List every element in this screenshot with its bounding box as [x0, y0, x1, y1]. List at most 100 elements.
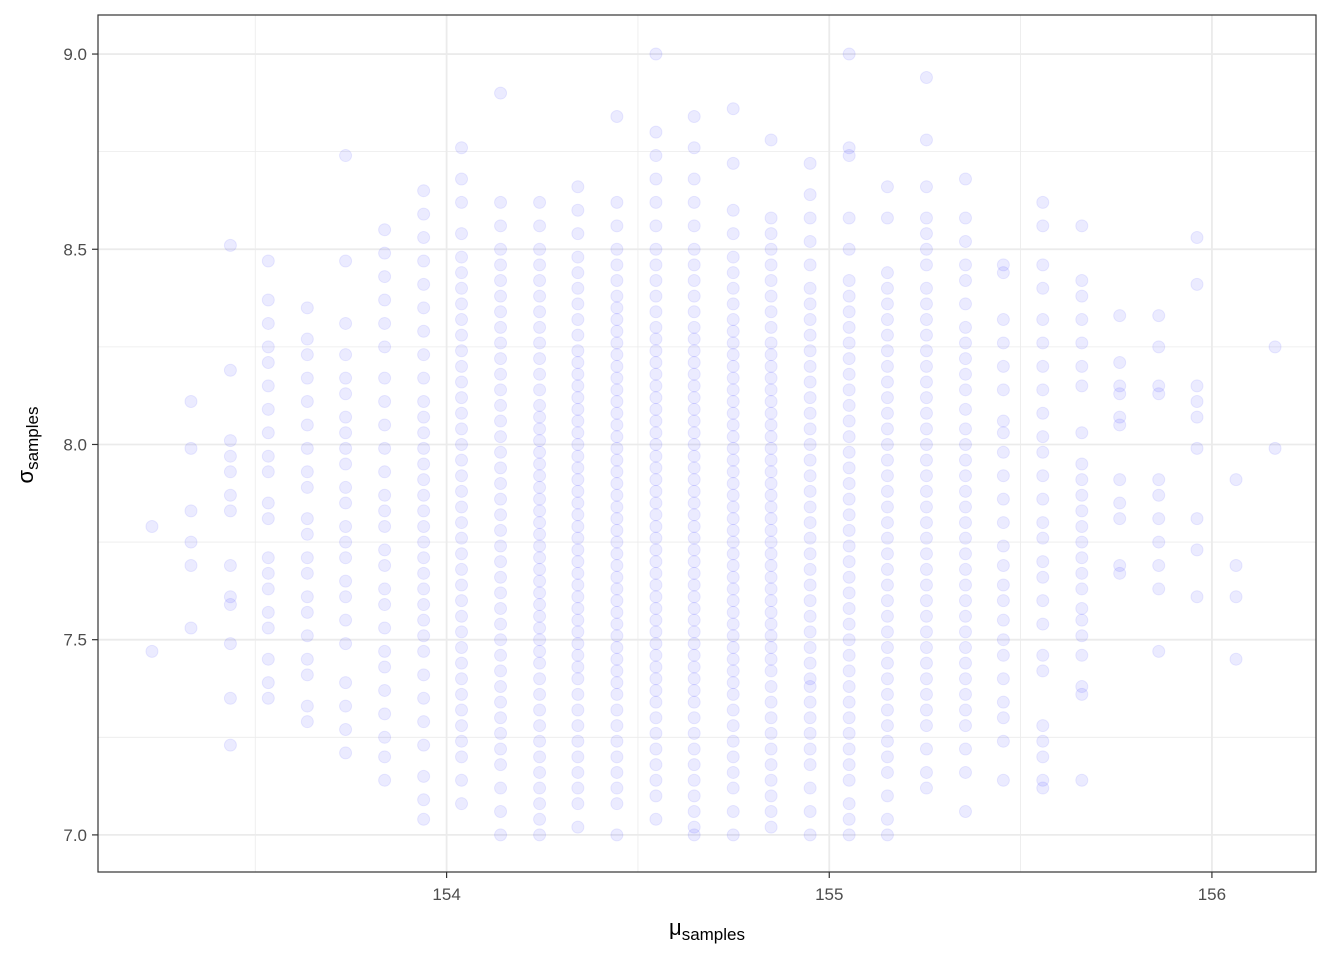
point	[803, 742, 817, 756]
point	[610, 383, 624, 397]
point	[649, 332, 663, 346]
point	[842, 273, 856, 287]
point	[1036, 531, 1050, 545]
point	[571, 355, 585, 369]
point	[958, 352, 972, 366]
point	[1113, 473, 1127, 487]
point	[455, 359, 469, 373]
point	[919, 70, 933, 84]
point	[880, 547, 894, 561]
point	[649, 578, 663, 592]
point	[300, 371, 314, 385]
point	[533, 480, 547, 494]
point	[533, 562, 547, 576]
point	[571, 344, 585, 358]
point	[378, 543, 392, 557]
point	[1036, 781, 1050, 795]
point	[726, 406, 740, 420]
point	[145, 644, 159, 658]
point	[417, 812, 431, 826]
point	[842, 555, 856, 569]
point	[726, 617, 740, 631]
point	[919, 227, 933, 241]
point	[223, 590, 237, 604]
point	[261, 465, 275, 479]
point	[687, 637, 701, 651]
point	[610, 617, 624, 631]
point	[880, 625, 894, 639]
point	[1190, 543, 1204, 557]
point	[378, 660, 392, 674]
point	[958, 703, 972, 717]
y-tick-label: 8.5	[63, 240, 87, 259]
point	[417, 598, 431, 612]
point	[687, 773, 701, 787]
point	[803, 188, 817, 202]
point	[842, 211, 856, 225]
point	[958, 484, 972, 498]
point	[494, 617, 508, 631]
point	[1152, 309, 1166, 323]
point	[533, 258, 547, 272]
point	[533, 504, 547, 518]
point	[417, 668, 431, 682]
point	[1075, 313, 1089, 327]
point	[1075, 504, 1089, 518]
point	[842, 461, 856, 475]
point	[996, 734, 1010, 748]
point	[958, 453, 972, 467]
point	[958, 562, 972, 576]
point	[726, 523, 740, 537]
point	[764, 535, 778, 549]
point	[494, 781, 508, 795]
point	[880, 687, 894, 701]
point	[919, 453, 933, 467]
point	[610, 453, 624, 467]
point	[880, 703, 894, 717]
point	[649, 172, 663, 186]
point	[764, 465, 778, 479]
point	[803, 804, 817, 818]
point	[649, 637, 663, 651]
point	[880, 281, 894, 295]
point	[1036, 555, 1050, 569]
point	[1190, 410, 1204, 424]
point	[1113, 566, 1127, 580]
point	[958, 719, 972, 733]
y-tick-label: 8.0	[63, 435, 87, 454]
point	[764, 336, 778, 350]
point	[494, 758, 508, 772]
point	[1152, 488, 1166, 502]
point	[649, 590, 663, 604]
y-tick-label: 7.5	[63, 631, 87, 650]
point	[223, 691, 237, 705]
point	[842, 539, 856, 553]
point	[919, 625, 933, 639]
point	[1036, 469, 1050, 483]
point	[1229, 652, 1243, 666]
point	[533, 781, 547, 795]
point	[687, 625, 701, 639]
point	[1075, 648, 1089, 662]
point	[261, 340, 275, 354]
point	[842, 633, 856, 647]
grid	[98, 15, 1316, 872]
point	[842, 508, 856, 522]
point	[1229, 590, 1243, 604]
point	[996, 613, 1010, 627]
point	[610, 547, 624, 561]
point	[1075, 601, 1089, 615]
point	[378, 504, 392, 518]
point	[339, 496, 353, 510]
point	[339, 535, 353, 549]
point	[1075, 273, 1089, 287]
point	[803, 344, 817, 358]
point	[649, 543, 663, 557]
point	[339, 254, 353, 268]
point	[764, 804, 778, 818]
point	[919, 437, 933, 451]
point	[610, 477, 624, 491]
point	[764, 695, 778, 709]
point	[996, 672, 1010, 686]
point	[223, 559, 237, 573]
